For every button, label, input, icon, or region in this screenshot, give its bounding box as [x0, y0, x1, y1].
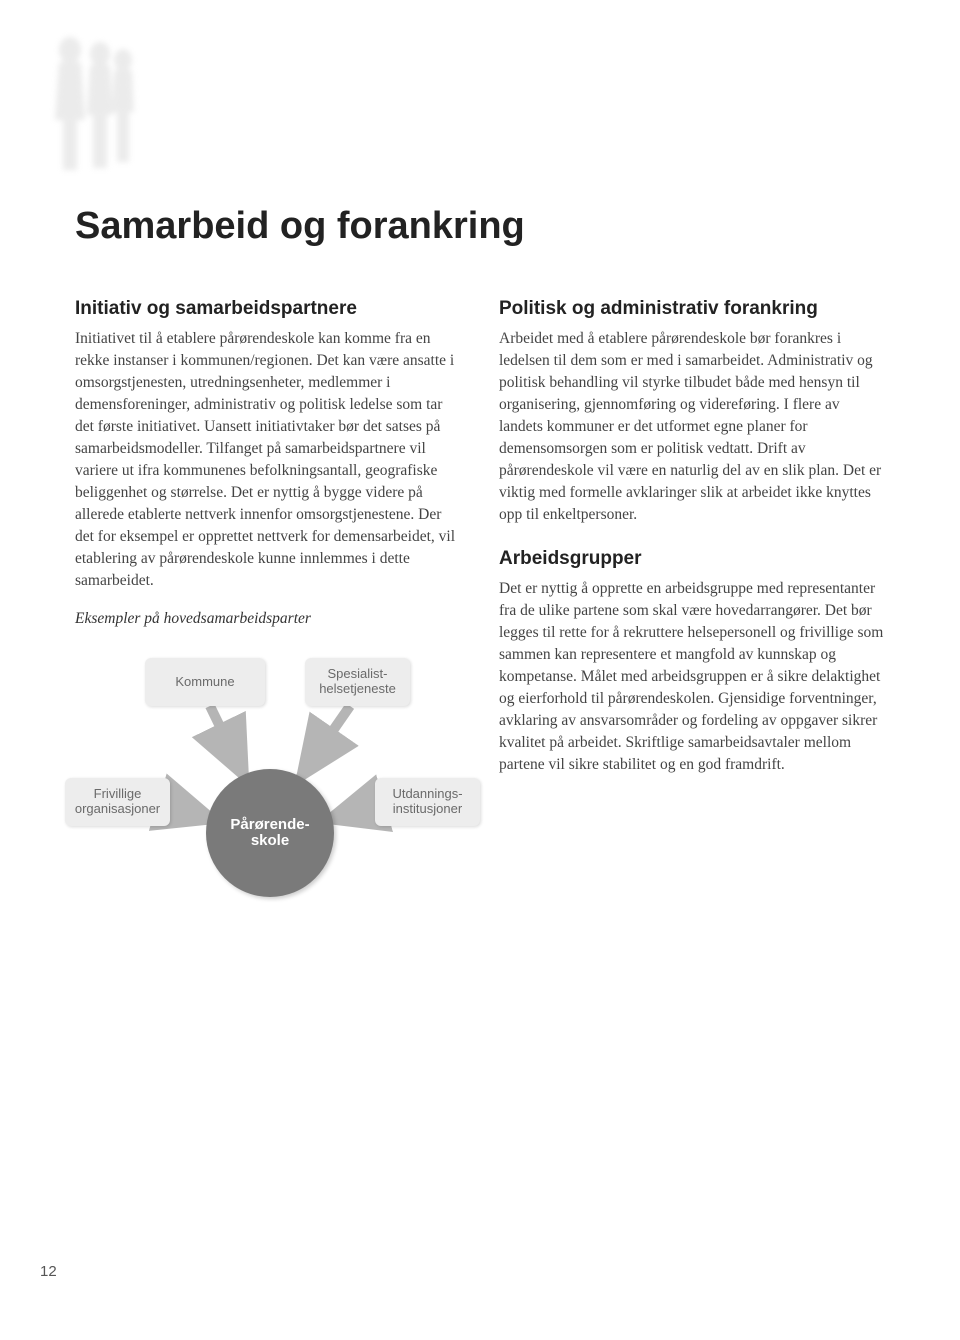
hub-circle: Pårørende-skole: [206, 769, 334, 897]
left-para-1: Initiativet til å etablere pårørendeskol…: [75, 328, 461, 592]
right-heading-2: Arbeidsgrupper: [499, 548, 885, 570]
two-columns: Initiativ og samarbeidspartnere Initiati…: [75, 298, 885, 938]
right-para-2: Det er nyttig å opprette en arbeidsgrupp…: [499, 578, 885, 776]
right-para-1: Arbeidet med å etablere pårørendeskole b…: [499, 328, 885, 526]
right-column: Politisk og administrativ forankring Arb…: [499, 298, 885, 938]
main-title: Samarbeid og forankring: [75, 205, 885, 248]
node-spesialist: Spesialist-helsetjeneste: [305, 658, 410, 706]
left-column: Initiativ og samarbeidspartnere Initiati…: [75, 298, 461, 938]
examples-label: Eksempler på hovedsamarbeidsparter: [75, 610, 461, 628]
page-content: Samarbeid og forankring Initiativ og sam…: [75, 205, 885, 938]
logo-silhouette: [35, 30, 145, 185]
node-utdanning: Utdannings-institusjoner: [375, 778, 480, 826]
left-heading-1: Initiativ og samarbeidspartnere: [75, 298, 461, 320]
page-number: 12: [40, 1263, 57, 1280]
node-frivillige: Frivilligeorganisasjoner: [65, 778, 170, 826]
right-heading-1: Politisk og administrativ forankring: [499, 298, 885, 320]
partner-diagram: Kommune Spesialist-helsetjeneste Frivill…: [75, 658, 461, 938]
node-kommune: Kommune: [145, 658, 265, 706]
